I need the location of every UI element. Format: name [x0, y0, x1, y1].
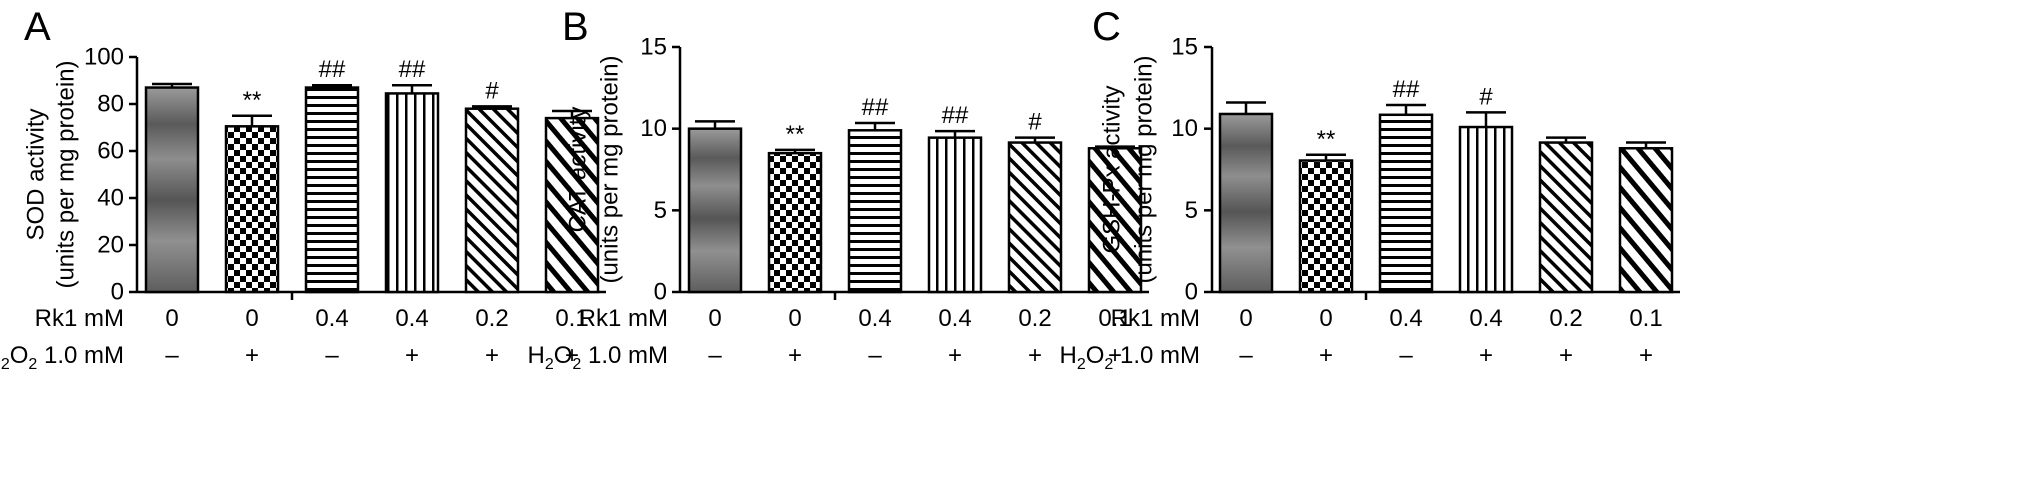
bar: [1378, 113, 1434, 294]
bar: [384, 92, 440, 294]
y-tick-label: 15: [640, 34, 667, 61]
panel-b-chart: B CAT activity (units per mg protein) 0 5 10 1…: [527, 5, 1149, 373]
h2o2-value: +: [788, 342, 802, 369]
significance-label: ##: [942, 102, 969, 129]
h2o2-value: –: [1239, 342, 1253, 369]
y-tick-label: 80: [97, 91, 124, 118]
h2o2-row-label: H2O2 1.0 mM: [0, 342, 124, 373]
bar: [687, 127, 743, 294]
h2o2-value: +: [405, 342, 419, 369]
y-tick-label: 0: [111, 279, 124, 306]
bar: [847, 129, 903, 294]
rk1-value: 0: [165, 305, 178, 332]
h2o2-value: +: [1559, 342, 1573, 369]
bar: [304, 86, 360, 294]
y-tick-label: 5: [654, 197, 667, 224]
y-axis-subtitle: (units per mg protein): [597, 55, 624, 283]
rk1-value: 0: [1239, 305, 1252, 332]
rk1-value: 0.4: [938, 305, 971, 332]
significance-label: #: [1028, 109, 1042, 136]
bar: [144, 86, 200, 294]
significance-label: ##: [399, 56, 426, 83]
y-tick-label: 10: [1171, 115, 1198, 142]
y-axis-title: SOD activity: [23, 108, 50, 240]
rk1-value: 0.1: [1098, 305, 1131, 332]
bar: [224, 125, 280, 294]
rk1-value: 0.4: [1389, 305, 1422, 332]
y-axis-title: GSH-Px activity: [1099, 85, 1126, 253]
y-tick-label: 5: [1185, 197, 1198, 224]
significance-label: ##: [862, 94, 889, 121]
significance-label: **: [1317, 126, 1336, 153]
h2o2-value: +: [1479, 342, 1493, 369]
rk1-value: 0.1: [555, 305, 588, 332]
bar: [1087, 147, 1143, 294]
y-tick-label: 0: [654, 279, 667, 306]
significance-label: #: [1479, 83, 1493, 110]
panel-letter: C: [1092, 5, 1121, 49]
bar: [544, 116, 600, 294]
panel-letter: B: [562, 5, 589, 49]
h2o2-value: –: [325, 342, 339, 369]
bar: [1618, 147, 1674, 294]
h2o2-value: +: [1108, 342, 1122, 369]
panel-letter: A: [24, 5, 51, 49]
significance-label: ##: [1393, 76, 1420, 103]
h2o2-value: +: [1028, 342, 1042, 369]
rk1-value: 0.4: [858, 305, 891, 332]
rk1-value: 0.2: [475, 305, 508, 332]
h2o2-row-label: H2O2 1.0 mM: [1059, 342, 1200, 373]
h2o2-value: –: [1399, 342, 1413, 369]
rk1-value: 0: [1319, 305, 1332, 332]
h2o2-value: –: [868, 342, 882, 369]
bar: [1538, 141, 1594, 294]
y-axis-subtitle: (units per mg protein): [1131, 55, 1158, 283]
rk1-value: 0: [788, 305, 801, 332]
rk1-value: 0: [708, 305, 721, 332]
y-tick-label: 10: [640, 115, 667, 142]
y-tick-label: 15: [1171, 34, 1198, 61]
significance-label: ##: [319, 56, 346, 83]
panel-a-chart: A SOD activity (units per mg protein) 0 20 40…: [0, 5, 606, 373]
bar: [1298, 159, 1354, 294]
h2o2-value: –: [165, 342, 179, 369]
bar: [1007, 141, 1063, 294]
h2o2-value: –: [708, 342, 722, 369]
y-tick-label: 100: [84, 44, 124, 71]
significance-label: #: [485, 77, 499, 104]
rk1-value: 0.4: [1469, 305, 1502, 332]
h2o2-value: +: [1639, 342, 1653, 369]
y-axis-title: CAT activity: [565, 107, 592, 233]
y-tick-label: 0: [1185, 279, 1198, 306]
h2o2-value: +: [1319, 342, 1333, 369]
y-tick-label: 60: [97, 138, 124, 165]
h2o2-value: +: [485, 342, 499, 369]
significance-label: **: [786, 121, 805, 148]
rk1-row-label: Rk1 mM: [35, 305, 124, 332]
bar: [464, 107, 520, 294]
rk1-value: 0.2: [1018, 305, 1051, 332]
y-tick-label: 20: [97, 232, 124, 259]
panel-c-chart: C GSH-Px activity (units per mg protein) 0 5…: [1059, 5, 1680, 373]
y-axis-subtitle: (units per mg protein): [53, 60, 80, 288]
h2o2-value: +: [948, 342, 962, 369]
rk1-value: 0.4: [395, 305, 428, 332]
bar: [767, 151, 823, 294]
y-tick-label: 40: [97, 185, 124, 212]
h2o2-value: +: [565, 342, 579, 369]
rk1-row-label: Rk1 mM: [1111, 305, 1200, 332]
significance-label: **: [243, 87, 262, 114]
h2o2-row-label: H2O2 1.0 mM: [527, 342, 668, 373]
rk1-value: 0.4: [315, 305, 348, 332]
bar: [1458, 125, 1514, 294]
rk1-row-label: Rk1 mM: [579, 305, 668, 332]
h2o2-value: +: [245, 342, 259, 369]
bar: [927, 136, 983, 294]
bar: [1218, 112, 1274, 294]
rk1-value: 0: [245, 305, 258, 332]
rk1-value: 0.2: [1549, 305, 1582, 332]
rk1-value: 0.1: [1629, 305, 1662, 332]
